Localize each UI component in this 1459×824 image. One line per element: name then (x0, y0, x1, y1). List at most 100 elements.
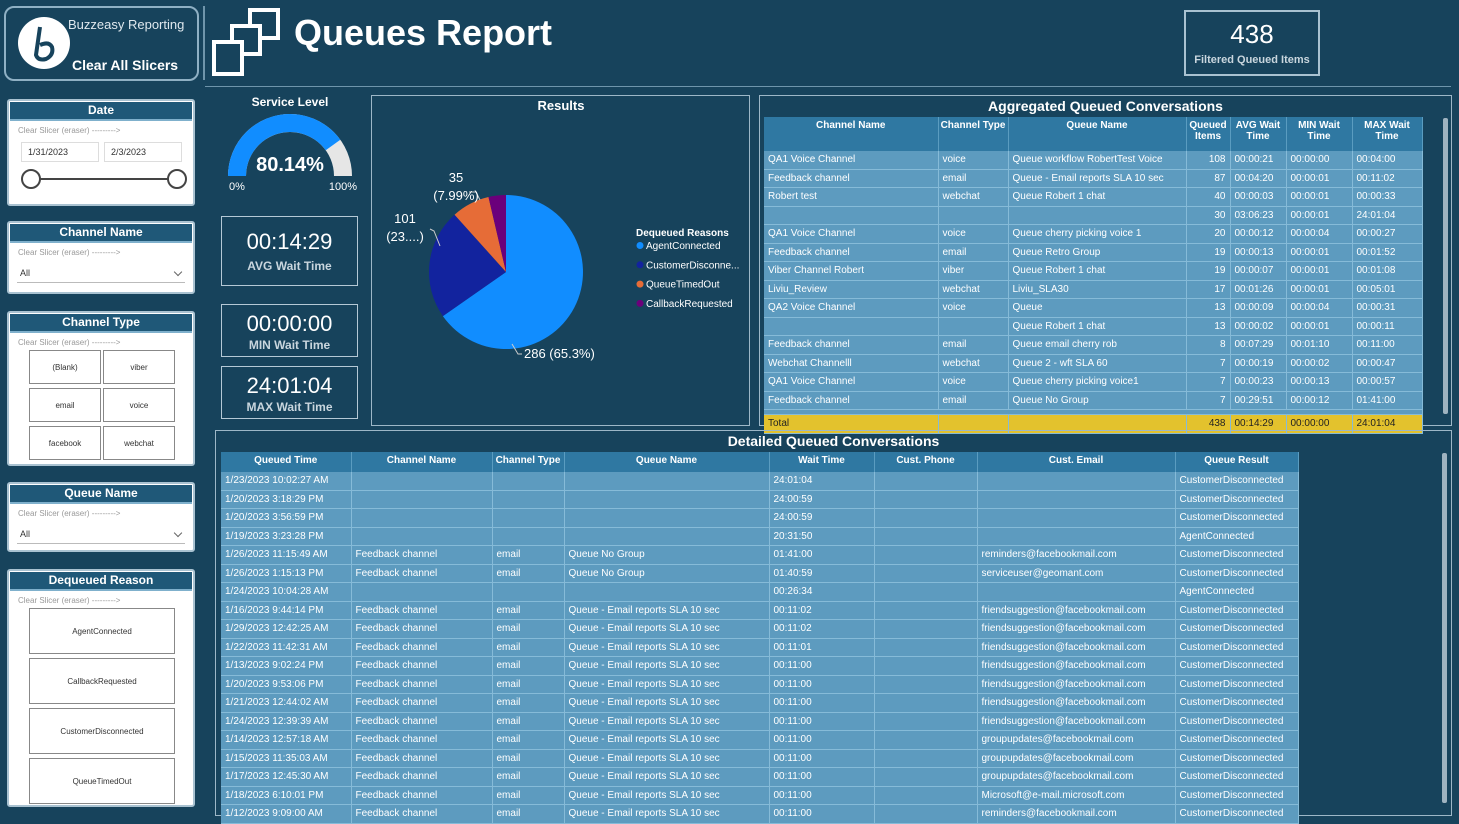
table-cell: Feedback channel (764, 391, 938, 410)
column-header[interactable]: Channel Name (351, 452, 492, 472)
table-cell: CustomerDisconnected (1175, 731, 1298, 750)
table-cell: 00:11:00 (769, 749, 874, 768)
table-cell (977, 490, 1175, 509)
scrollbar[interactable] (1443, 118, 1448, 414)
clear-all-slicers[interactable]: Clear All Slicers (72, 57, 178, 73)
kpi-value: 24:01:04 (222, 373, 357, 399)
table-cell (874, 564, 977, 583)
slicer-option[interactable]: webchat (103, 426, 175, 460)
slicer-hint[interactable]: Clear Slicer (eraser) ---------> (9, 244, 193, 261)
slicer-option[interactable]: CustomerDisconnected (29, 708, 175, 754)
table-row: Queue Robert 1 chat1300:00:0200:00:0100:… (764, 317, 1422, 336)
column-header[interactable]: Cust. Email (977, 452, 1175, 472)
dropdown[interactable]: All (17, 265, 185, 283)
table-cell (492, 527, 564, 546)
table-cell: 00:00:31 (1352, 299, 1422, 318)
table-row: 1/13/2023 9:02:24 PMFeedback channelemai… (221, 657, 1298, 676)
column-header[interactable]: MIN Wait Time (1286, 117, 1352, 151)
table-cell (492, 490, 564, 509)
table-cell: CustomerDisconnected (1175, 546, 1298, 565)
table-cell: 00:00:01 (1286, 188, 1352, 207)
table-cell: Feedback channel (764, 243, 938, 262)
column-header[interactable]: Channel Name (764, 117, 938, 151)
column-header[interactable]: Channel Type (938, 117, 1008, 151)
table-cell: CustomerDisconnected (1175, 620, 1298, 639)
table-cell: Queue workflow RobertTest Voice (1008, 151, 1186, 169)
slicer-option[interactable]: viber (103, 350, 175, 384)
slicer-hint[interactable]: Clear Slicer (eraser) ---------> (9, 334, 193, 351)
table-cell: Queue Robert 1 chat (1008, 262, 1186, 281)
table-cell: AgentConnected (1175, 527, 1298, 546)
table-cell (351, 472, 492, 490)
table-cell: Feedback channel (351, 564, 492, 583)
slicer-option[interactable]: facebook (29, 426, 101, 460)
table-cell: Feedback channel (764, 169, 938, 188)
header-rule (205, 86, 1451, 87)
table-cell: 1/22/2023 11:42:31 AM (221, 638, 351, 657)
slicer-hint[interactable]: Clear Slicer (eraser) ---------> (9, 592, 193, 609)
dropdown[interactable]: All (17, 526, 185, 544)
table-cell (564, 527, 769, 546)
table-cell (564, 472, 769, 490)
slicer-option[interactable]: CallbackRequested (29, 658, 175, 704)
results-panel: Results286 (65.3%)101(23....)35(7.99%)De… (371, 95, 750, 426)
column-header[interactable]: Channel Type (492, 452, 564, 472)
slider-handle[interactable] (21, 169, 41, 189)
page-title: Queues Report (294, 12, 552, 54)
column-header[interactable]: Queue Result (1175, 452, 1298, 472)
column-header[interactable]: Queue Name (564, 452, 769, 472)
table-cell (977, 527, 1175, 546)
table-cell: email (938, 336, 1008, 355)
slicer-option[interactable]: email (29, 388, 101, 422)
table-cell: 00:26:34 (769, 583, 874, 602)
slicer-hint[interactable]: Clear Slicer (eraser) ---------> (9, 505, 193, 522)
slicer-title: Channel Type (10, 314, 192, 333)
table: Queued TimeChannel NameChannel TypeQueue… (221, 452, 1299, 824)
detailed-panel: Detailed Queued Conversations Queued Tim… (215, 430, 1452, 816)
column-header[interactable]: Wait Time (769, 452, 874, 472)
table-cell: serviceuser@geomant.com (977, 564, 1175, 583)
legend-swatch (637, 281, 644, 288)
table-cell: 00:11:00 (769, 805, 874, 824)
table-cell: QA1 Voice Channel (764, 225, 938, 244)
table-cell: groupupdates@facebookmail.com (977, 749, 1175, 768)
slicer-title: Channel Name (10, 224, 192, 243)
slicer-hint[interactable]: Clear Slicer (eraser) ---------> (9, 122, 193, 139)
table-cell (564, 509, 769, 528)
table-cell: Queue No Group (1008, 391, 1186, 410)
column-header[interactable]: Queue Name (1008, 117, 1186, 151)
column-header[interactable]: AVG Wait Time (1230, 117, 1286, 151)
date-from[interactable]: 1/31/2023 (21, 142, 99, 162)
table-cell (874, 786, 977, 805)
kpi-value: 00:00:00 (222, 311, 357, 337)
column-header[interactable]: Queued Items (1186, 117, 1230, 151)
column-header[interactable]: Cust. Phone (874, 452, 977, 472)
dequeued-reason-slicer: Dequeued Reason Clear Slicer (eraser) --… (7, 569, 195, 807)
table-cell: email (492, 657, 564, 676)
table-cell: 00:00:11 (1352, 317, 1422, 336)
slicer-option[interactable]: QueueTimedOut (29, 758, 175, 804)
scrollbar[interactable] (1442, 453, 1447, 803)
table-cell: voice (938, 151, 1008, 169)
table-cell: webchat (938, 188, 1008, 207)
table-cell: Queue 2 - wft SLA 60 (1008, 354, 1186, 373)
kpi-card: 00:14:29AVG Wait Time (221, 216, 358, 286)
column-header[interactable]: MAX Wait Time (1352, 117, 1422, 151)
slider-track (31, 178, 177, 180)
table-cell (874, 472, 977, 490)
date-to[interactable]: 2/3/2023 (104, 142, 182, 162)
brand-box[interactable]: Buzzeasy Reporting Clear All Slicers (4, 6, 199, 81)
data-label: 286 (65.3%) (524, 346, 595, 361)
table-cell: 1/20/2023 9:53:06 PM (221, 675, 351, 694)
table-cell: friendsuggestion@facebookmail.com (977, 675, 1175, 694)
slicer-option[interactable]: AgentConnected (29, 608, 175, 654)
slicer-option[interactable]: voice (103, 388, 175, 422)
table-cell (351, 490, 492, 509)
column-header[interactable]: Queued Time (221, 452, 351, 472)
slider-handle[interactable] (167, 169, 187, 189)
slicer-option[interactable]: (Blank) (29, 350, 101, 384)
table-cell (1008, 206, 1186, 225)
aggregated-panel: Aggregated Queued Conversations Channel … (759, 95, 1452, 426)
table-cell: 00:29:51 (1230, 391, 1286, 410)
table-row: 1/21/2023 12:44:02 AMFeedback channelema… (221, 694, 1298, 713)
